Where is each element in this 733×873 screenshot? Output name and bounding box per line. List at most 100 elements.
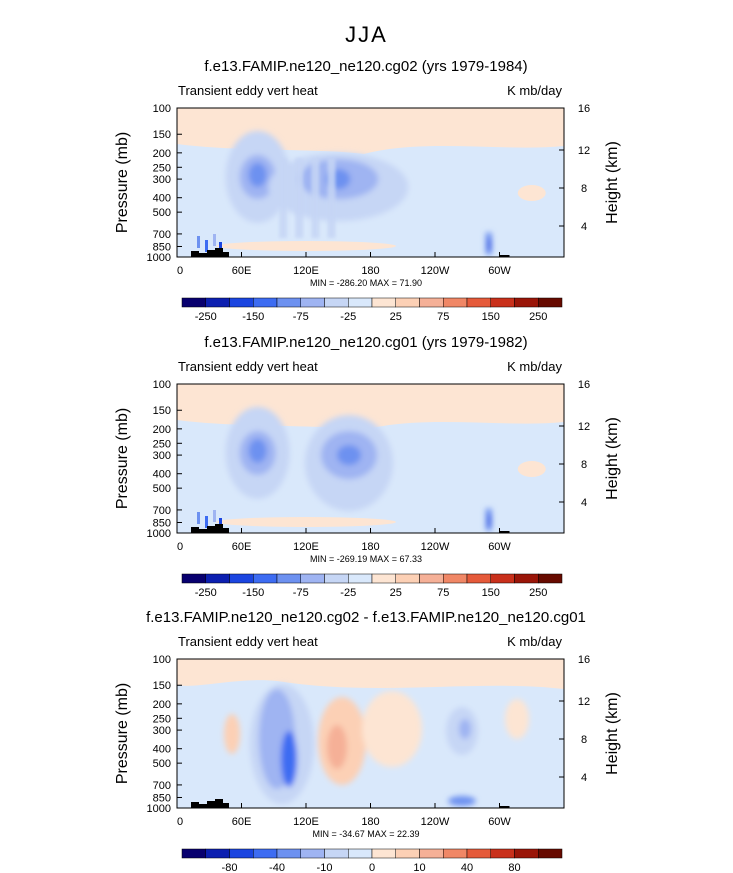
x-tick-label: 0 bbox=[177, 541, 183, 553]
x-tick-label: 120W bbox=[421, 265, 450, 277]
colorbar-label: -75 bbox=[293, 587, 309, 599]
contour-level bbox=[448, 796, 476, 806]
colorbar-bin bbox=[229, 573, 254, 584]
colorbar-label: 150 bbox=[482, 587, 500, 599]
y-tick-label: 850 bbox=[153, 792, 171, 804]
contour-level bbox=[205, 516, 208, 528]
terrain-bar bbox=[191, 251, 199, 257]
contour-level bbox=[224, 714, 240, 754]
x-tick-label: 120W bbox=[421, 541, 450, 553]
y-axis-right: 16 12 8 4 bbox=[559, 379, 590, 509]
colorbar-bin bbox=[419, 848, 444, 859]
contour-field bbox=[177, 108, 564, 257]
contour-level bbox=[279, 158, 288, 238]
colorbar-bin bbox=[324, 848, 349, 859]
colorbar-label: -10 bbox=[317, 862, 333, 873]
x-tick-label: 60W bbox=[488, 816, 511, 828]
terrain-bar bbox=[199, 529, 207, 533]
contour-level bbox=[248, 438, 267, 463]
colorbar-bin bbox=[181, 573, 206, 584]
colorbar-bin bbox=[490, 848, 515, 859]
terrain-bar bbox=[221, 528, 229, 533]
y-tick-label: 250 bbox=[153, 162, 171, 174]
x-tick-label: 180 bbox=[361, 816, 379, 828]
contour-fill-positive-upper bbox=[177, 659, 564, 689]
contour-fill-positive-lower bbox=[216, 241, 396, 251]
x-tick-label: 0 bbox=[177, 265, 183, 277]
y-right-tick-label: 4 bbox=[581, 221, 587, 233]
colorbar-bin bbox=[443, 573, 468, 584]
y-right-tick-label: 8 bbox=[581, 183, 587, 195]
colorbar-bin bbox=[300, 848, 325, 859]
y-axis-right-title: Height (km) bbox=[604, 417, 621, 500]
colorbar-bin bbox=[229, 848, 254, 859]
colorbar-bin bbox=[253, 297, 278, 308]
terrain-bar bbox=[499, 806, 510, 808]
y-tick-label: 200 bbox=[153, 148, 171, 160]
y-tick-label: 300 bbox=[153, 725, 171, 737]
colorbar-bin bbox=[300, 297, 325, 308]
colorbar-bin bbox=[466, 573, 491, 584]
variable-label: Transient eddy vert heat bbox=[178, 83, 318, 98]
terrain-bar bbox=[207, 526, 215, 533]
main-title: JJA bbox=[345, 22, 388, 47]
colorbar-bin bbox=[371, 848, 396, 859]
panel-1: f.e13.FAMIP.ne120_ne120.cg02 (yrs 1979-1… bbox=[114, 58, 621, 323]
colorbar-label: -75 bbox=[293, 311, 309, 323]
y-right-tick-label: 12 bbox=[578, 145, 590, 157]
y-tick-label: 1000 bbox=[147, 528, 171, 540]
y-tick-label: 500 bbox=[153, 758, 171, 770]
terrain-bar bbox=[199, 253, 207, 257]
terrain-bar bbox=[499, 531, 510, 533]
y-tick-label: 400 bbox=[153, 469, 171, 481]
contour-field bbox=[177, 659, 564, 808]
colorbar-label: 75 bbox=[437, 311, 449, 323]
panel-title: f.e13.FAMIP.ne120_ne120.cg02 - f.e13.FAM… bbox=[146, 609, 586, 626]
contour-level bbox=[213, 234, 216, 246]
y-right-tick-label: 12 bbox=[578, 421, 590, 433]
contour-level bbox=[487, 514, 491, 527]
y-tick-label: 200 bbox=[153, 424, 171, 436]
colorbar-bin bbox=[253, 848, 278, 859]
y-right-tick-label: 8 bbox=[581, 459, 587, 471]
colorbar-bin bbox=[466, 297, 491, 308]
colorbar-bin bbox=[181, 848, 206, 859]
colorbar-bin bbox=[205, 848, 230, 859]
y-tick-label: 150 bbox=[153, 129, 171, 141]
y-axis-right: 16 12 8 4 bbox=[559, 654, 590, 784]
y-axis-right: 16 12 8 4 bbox=[559, 103, 590, 233]
y-tick-label: 300 bbox=[153, 174, 171, 186]
colorbar-bin bbox=[348, 848, 373, 859]
colorbar-bin bbox=[538, 848, 563, 859]
colorbar-label: -150 bbox=[242, 587, 264, 599]
colorbar-bin bbox=[205, 573, 230, 584]
contour-fill-positive-lower bbox=[517, 185, 546, 201]
min-max-label: MIN = -286.20 MAX = 71.90 bbox=[310, 278, 422, 288]
colorbar-bin bbox=[371, 573, 396, 584]
x-tick-label: 180 bbox=[361, 265, 379, 277]
y-tick-label: 200 bbox=[153, 699, 171, 711]
terrain-bar bbox=[215, 524, 223, 533]
panel-title: f.e13.FAMIP.ne120_ne120.cg01 (yrs 1979-1… bbox=[204, 334, 527, 351]
y-tick-label: 1000 bbox=[147, 252, 171, 264]
y-right-tick-label: 4 bbox=[581, 772, 587, 784]
units-label: K mb/day bbox=[507, 83, 562, 98]
colorbar-bin bbox=[324, 297, 349, 308]
contour-fill-positive-lower bbox=[216, 517, 396, 527]
min-max-label: MIN = -269.19 MAX = 67.33 bbox=[310, 554, 422, 564]
contour-level bbox=[248, 162, 267, 187]
y-tick-label: 150 bbox=[153, 680, 171, 692]
terrain-bar bbox=[191, 802, 199, 808]
terrain-bar bbox=[221, 252, 229, 257]
x-axis: 0 60E 120E 180 120W 60W bbox=[176, 803, 511, 828]
y-tick-label: 400 bbox=[153, 193, 171, 205]
terrain bbox=[191, 248, 510, 257]
units-label: K mb/day bbox=[507, 359, 562, 374]
contour-level bbox=[197, 236, 200, 248]
y-tick-label: 500 bbox=[153, 207, 171, 219]
colorbar-label: -150 bbox=[242, 311, 264, 323]
terrain-bar bbox=[207, 250, 215, 257]
colorbar-bin bbox=[205, 297, 230, 308]
colorbar-bin bbox=[466, 848, 491, 859]
